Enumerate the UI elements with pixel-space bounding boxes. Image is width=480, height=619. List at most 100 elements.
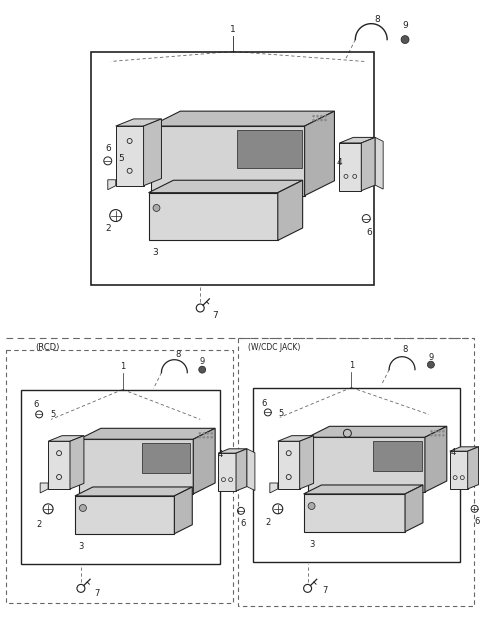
Polygon shape [108, 180, 116, 189]
Polygon shape [308, 426, 447, 437]
Polygon shape [237, 130, 301, 168]
Bar [100, 461, 103, 475]
Polygon shape [304, 485, 423, 494]
Circle shape [321, 119, 323, 121]
Circle shape [431, 430, 432, 432]
Polygon shape [339, 143, 361, 191]
Bar [85, 461, 88, 475]
Polygon shape [425, 426, 447, 492]
Text: 7: 7 [212, 311, 218, 321]
Polygon shape [193, 428, 215, 494]
Bar [313, 459, 316, 473]
Polygon shape [79, 428, 215, 439]
Circle shape [324, 115, 326, 117]
Polygon shape [151, 126, 305, 196]
Polygon shape [174, 487, 192, 534]
Bar [6, 350, 233, 604]
Circle shape [434, 430, 436, 432]
Text: 6: 6 [34, 400, 39, 409]
Text: 9: 9 [402, 21, 408, 30]
Polygon shape [308, 437, 425, 492]
Circle shape [438, 430, 441, 432]
Bar [324, 459, 326, 473]
Polygon shape [305, 111, 335, 196]
Polygon shape [375, 137, 383, 189]
Circle shape [316, 119, 319, 121]
Polygon shape [218, 453, 236, 491]
Circle shape [312, 119, 314, 121]
Text: 5: 5 [50, 410, 56, 419]
Text: 8: 8 [402, 345, 408, 354]
Circle shape [203, 436, 205, 438]
Polygon shape [278, 441, 300, 489]
Circle shape [199, 366, 206, 373]
Text: 8: 8 [374, 15, 380, 24]
Circle shape [211, 436, 213, 438]
Circle shape [203, 432, 205, 435]
Circle shape [199, 436, 201, 438]
Text: 6: 6 [240, 519, 246, 528]
Circle shape [443, 435, 444, 436]
Text: 6: 6 [105, 144, 111, 154]
Circle shape [438, 435, 441, 436]
Text: 2: 2 [105, 224, 110, 233]
Bar [319, 459, 322, 473]
Text: 2: 2 [265, 518, 270, 527]
Polygon shape [75, 487, 192, 496]
Circle shape [443, 430, 444, 432]
Bar [253, 387, 460, 561]
Circle shape [316, 115, 319, 117]
Bar [324, 497, 369, 510]
Text: 7: 7 [322, 586, 327, 595]
Circle shape [153, 204, 160, 212]
Polygon shape [151, 111, 335, 126]
Polygon shape [70, 436, 84, 489]
Polygon shape [450, 451, 468, 489]
Text: 4: 4 [217, 449, 223, 459]
Bar [90, 461, 93, 475]
Text: 6: 6 [366, 228, 372, 237]
Bar [91, 51, 374, 285]
Polygon shape [236, 449, 247, 491]
Bar [238, 338, 474, 606]
Polygon shape [405, 485, 423, 532]
Bar [328, 459, 332, 473]
Polygon shape [116, 119, 161, 126]
Polygon shape [361, 137, 375, 191]
Polygon shape [278, 436, 313, 441]
Polygon shape [270, 483, 278, 493]
Polygon shape [148, 193, 278, 240]
Polygon shape [304, 494, 405, 532]
Text: 4: 4 [450, 448, 456, 457]
Text: (RCD): (RCD) [35, 344, 60, 352]
Circle shape [431, 435, 432, 436]
Bar [171, 154, 174, 171]
Text: 1: 1 [349, 361, 354, 370]
Polygon shape [48, 441, 70, 489]
Bar [176, 154, 180, 171]
Text: 2: 2 [36, 520, 42, 529]
Polygon shape [479, 447, 480, 488]
Bar [95, 499, 140, 512]
Text: 3: 3 [78, 542, 84, 551]
Circle shape [312, 115, 314, 117]
Bar [105, 461, 108, 475]
Circle shape [321, 115, 323, 117]
Text: 4: 4 [336, 158, 342, 167]
Polygon shape [300, 436, 313, 489]
Polygon shape [468, 447, 479, 489]
Polygon shape [148, 180, 302, 193]
Polygon shape [218, 449, 247, 453]
Text: 9: 9 [200, 357, 205, 366]
Circle shape [401, 36, 409, 43]
Polygon shape [144, 119, 161, 186]
Text: 5: 5 [118, 154, 123, 163]
Polygon shape [116, 126, 144, 186]
Bar [156, 154, 159, 171]
Text: 3: 3 [309, 540, 314, 549]
Polygon shape [79, 439, 193, 494]
Text: (W/CDC JACK): (W/CDC JACK) [248, 344, 300, 352]
Polygon shape [247, 449, 255, 490]
Circle shape [324, 119, 326, 121]
Circle shape [427, 361, 434, 368]
